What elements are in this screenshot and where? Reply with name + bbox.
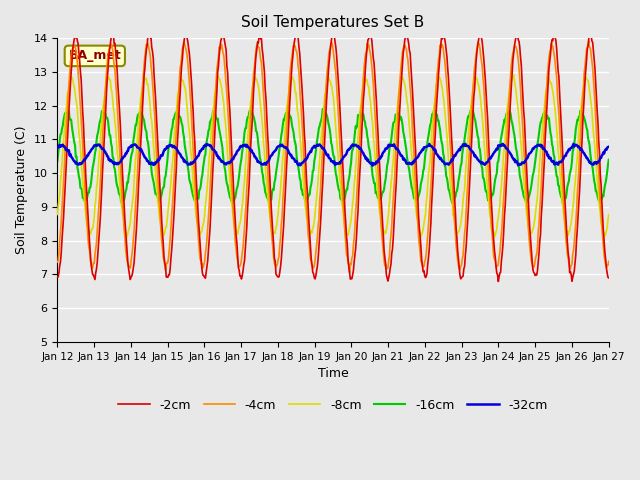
-16cm <box>205 126 213 132</box>
-16cm <box>63 109 71 115</box>
Text: BA_met: BA_met <box>68 49 121 62</box>
-2cm <box>401 37 408 43</box>
-16cm <box>54 158 61 164</box>
-32cm <box>369 163 376 168</box>
-8cm <box>605 212 612 217</box>
-32cm <box>417 149 425 155</box>
-32cm <box>401 157 408 163</box>
-2cm <box>63 141 71 146</box>
-4cm <box>346 270 353 276</box>
-32cm <box>605 144 612 150</box>
-2cm <box>206 226 214 231</box>
-16cm <box>605 157 612 163</box>
-16cm <box>176 114 184 120</box>
X-axis label: Time: Time <box>317 367 348 380</box>
-16cm <box>559 200 566 206</box>
-4cm <box>417 259 425 264</box>
Title: Soil Temperatures Set B: Soil Temperatures Set B <box>241 15 425 30</box>
-8cm <box>120 220 128 226</box>
-32cm <box>63 147 71 153</box>
-8cm <box>176 80 184 86</box>
-2cm <box>54 274 61 280</box>
-16cm <box>319 106 326 112</box>
-16cm <box>120 197 128 203</box>
Line: -32cm: -32cm <box>58 144 609 166</box>
-2cm <box>417 244 425 250</box>
Legend: -2cm, -4cm, -8cm, -16cm, -32cm: -2cm, -4cm, -8cm, -16cm, -32cm <box>113 394 553 417</box>
-32cm <box>176 151 184 157</box>
-2cm <box>120 201 128 207</box>
-16cm <box>417 181 425 187</box>
-4cm <box>401 42 408 48</box>
-32cm <box>205 143 213 148</box>
Line: -8cm: -8cm <box>58 75 609 237</box>
-8cm <box>400 79 408 85</box>
-8cm <box>417 234 425 240</box>
-8cm <box>510 72 518 78</box>
-16cm <box>401 137 408 143</box>
Line: -4cm: -4cm <box>58 41 609 273</box>
-2cm <box>495 278 502 284</box>
-4cm <box>120 227 128 232</box>
-2cm <box>182 29 189 35</box>
-8cm <box>54 212 61 217</box>
-4cm <box>176 65 184 71</box>
-8cm <box>416 229 424 235</box>
Line: -16cm: -16cm <box>58 109 609 203</box>
-32cm <box>54 145 61 151</box>
-4cm <box>63 109 71 115</box>
-4cm <box>205 203 213 208</box>
-8cm <box>205 154 213 159</box>
-2cm <box>605 275 612 281</box>
-4cm <box>585 38 593 44</box>
-4cm <box>605 259 612 264</box>
Y-axis label: Soil Temperature (C): Soil Temperature (C) <box>15 126 28 254</box>
-32cm <box>120 154 128 159</box>
-4cm <box>54 259 61 265</box>
-2cm <box>176 91 184 97</box>
-8cm <box>63 92 71 97</box>
-32cm <box>461 141 469 147</box>
Line: -2cm: -2cm <box>58 32 609 281</box>
